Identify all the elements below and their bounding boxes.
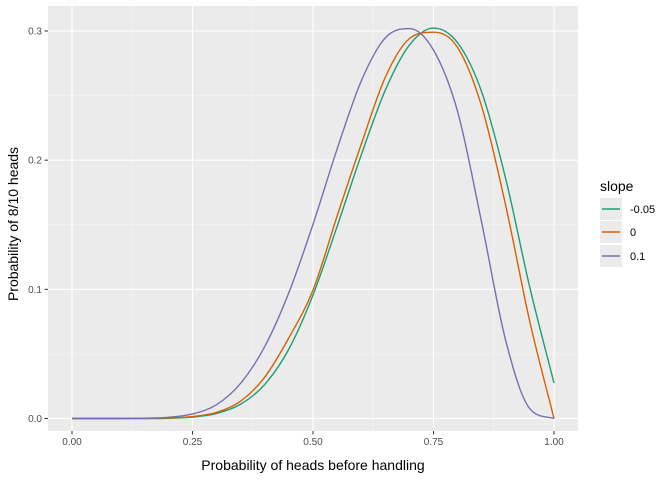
y-axis: 0.0 0.1 0.2 0.3 — [28, 27, 48, 425]
x-tick-label: 0.00 — [62, 437, 82, 448]
y-tick-label: 0.3 — [28, 27, 42, 38]
x-axis-title: Probability of heads before handling — [201, 457, 424, 473]
y-axis-title: Probability of 8/10 heads — [5, 147, 21, 301]
y-tick-label: 0.0 — [28, 414, 42, 425]
x-axis: 0.00 0.25 0.50 0.75 1.00 — [62, 431, 564, 448]
x-tick-label: 0.75 — [424, 437, 444, 448]
series-lines — [72, 27, 555, 420]
legend-title: slope — [600, 178, 634, 194]
x-tick-label: 0.50 — [303, 437, 323, 448]
y-tick-label: 0.1 — [28, 285, 42, 296]
legend-label: 0 — [630, 227, 636, 239]
legend: slope -0.05 0 0.1 — [600, 178, 655, 267]
x-tick-label: 0.25 — [183, 437, 203, 448]
legend-label: -0.05 — [630, 204, 655, 216]
y-tick-label: 0.2 — [28, 156, 42, 167]
series-line — [72, 27, 555, 420]
x-tick-label: 1.00 — [544, 437, 564, 448]
legend-label: 0.1 — [630, 251, 645, 263]
